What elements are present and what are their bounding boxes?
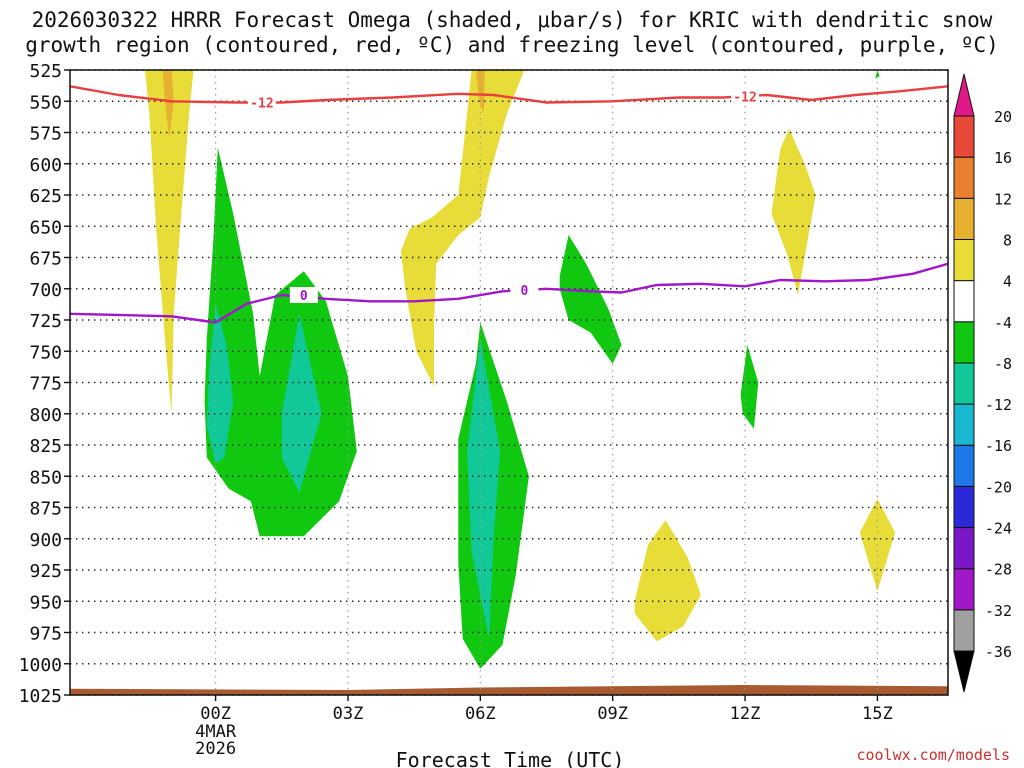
colorbar-label--32: -32	[985, 602, 1012, 620]
y-tick-label-575: 575	[29, 124, 62, 145]
y-tick-label-700: 700	[29, 280, 62, 301]
x-axis-label: Forecast Time (UTC)	[396, 748, 625, 768]
y-tick-label-850: 850	[29, 467, 62, 488]
y-tick-label-750: 750	[29, 342, 62, 363]
colorbar-swatch--32	[953, 568, 975, 611]
freezing-level-label-1: 0	[521, 284, 529, 299]
x-tick-sublabel-4MAR: 4MAR	[195, 722, 237, 742]
omega-region-7	[875, 70, 880, 79]
x-tick-label-06Z: 06Z	[465, 704, 496, 724]
colorbar-label--8: -8	[994, 355, 1012, 373]
omega-region-13	[559, 235, 622, 364]
colorbar-swatch--16	[953, 403, 975, 446]
y-tick-label-650: 650	[29, 217, 62, 238]
omega-region-2	[400, 70, 525, 387]
colorbar-label-4: 4	[1003, 273, 1012, 291]
y-tick-label-1000: 1000	[19, 655, 62, 676]
colorbar-label--36: -36	[985, 643, 1012, 661]
dgz-contour-line	[70, 85, 948, 104]
x-tick-label-12Z: 12Z	[730, 704, 761, 724]
omega-region-0	[145, 70, 194, 414]
colorbar-swatch--12	[953, 362, 975, 405]
y-tick-label-975: 975	[29, 624, 62, 645]
omega-region-5	[634, 520, 701, 642]
y-tick-label-600: 600	[29, 155, 62, 176]
x-tick-label-15Z: 15Z	[862, 704, 893, 724]
omega-region-15	[70, 685, 948, 695]
colorbar-label--4: -4	[994, 314, 1012, 332]
dgz-contour-label-bg-0	[247, 94, 276, 111]
y-tick-label-950: 950	[29, 592, 62, 613]
y-tick-label-675: 675	[29, 249, 62, 270]
y-tick-label-800: 800	[29, 405, 62, 426]
dgz-contour-label-bg-1	[731, 88, 760, 105]
omega-region-12	[467, 338, 501, 639]
colorbar-label--20: -20	[985, 478, 1012, 496]
y-tick-label-875: 875	[29, 499, 62, 520]
colorbar-swatch--20	[953, 444, 975, 487]
chart-title-line1: 2026030322 HRRR Forecast Omega (shaded, …	[31, 8, 993, 32]
colorbar-swatch--28	[953, 527, 975, 570]
y-tick-label-525: 525	[29, 61, 62, 82]
y-tick-label-925: 925	[29, 561, 62, 582]
y-tick-label-725: 725	[29, 311, 62, 332]
colorbar-swatch--4	[953, 280, 975, 323]
colorbar-label-8: 8	[1003, 231, 1012, 249]
omega-region-4	[771, 128, 816, 295]
x-tick-label-03Z: 03Z	[333, 704, 364, 724]
y-tick-label-775: 775	[29, 374, 62, 395]
chart-title-line2: growth region (contoured, red, ºC) and f…	[25, 33, 999, 57]
omega-region-1	[162, 70, 174, 139]
colorbar-label--24: -24	[985, 520, 1012, 538]
colorbar-swatch--24	[953, 485, 975, 529]
freezing-level-label-bg-0	[289, 287, 318, 303]
colorbar-swatch-8	[953, 197, 975, 240]
freezing-level-line	[70, 262, 948, 324]
x-tick-label-00Z: 00Z	[200, 704, 231, 724]
freezing-level-label-0: 0	[300, 289, 308, 304]
x-tick-label-09Z: 09Z	[597, 704, 628, 724]
colorbar-swatch--36	[953, 609, 975, 652]
colorbar-label--28: -28	[985, 561, 1012, 579]
colorbar-swatch-4	[953, 238, 975, 282]
omega-region-9	[206, 303, 234, 464]
omega-region-8	[204, 147, 357, 537]
x-tick-sublabel-2026: 2026	[195, 739, 236, 759]
dgz-contour-label-0: -12	[250, 97, 273, 112]
colorbar-swatch-16	[953, 115, 975, 158]
omega-region-3	[475, 70, 485, 114]
credit-link[interactable]: coolwx.com/models	[856, 746, 1010, 764]
freezing-level-label-bg-1	[510, 282, 539, 298]
colorbar-under-arrow	[953, 650, 975, 693]
colorbar-label--16: -16	[985, 437, 1012, 455]
colorbar-label--12: -12	[985, 396, 1012, 414]
colorbar-swatch-12	[953, 156, 975, 199]
omega-region-14	[740, 345, 759, 429]
y-tick-label-550: 550	[29, 92, 62, 113]
colorbar-label-16: 16	[994, 149, 1012, 167]
y-tick-label-625: 625	[29, 186, 62, 207]
dgz-contour-label-1: -12	[733, 90, 756, 105]
colorbar-over-arrow	[953, 73, 975, 117]
omega-region-10	[281, 313, 322, 493]
colorbar-label-12: 12	[994, 190, 1012, 208]
colorbar-swatch--8	[953, 321, 975, 364]
colorbar-label-20: 20	[994, 108, 1012, 126]
y-tick-label-1025: 1025	[19, 686, 62, 707]
y-tick-label-900: 900	[29, 530, 62, 551]
y-tick-label-825: 825	[29, 436, 62, 457]
